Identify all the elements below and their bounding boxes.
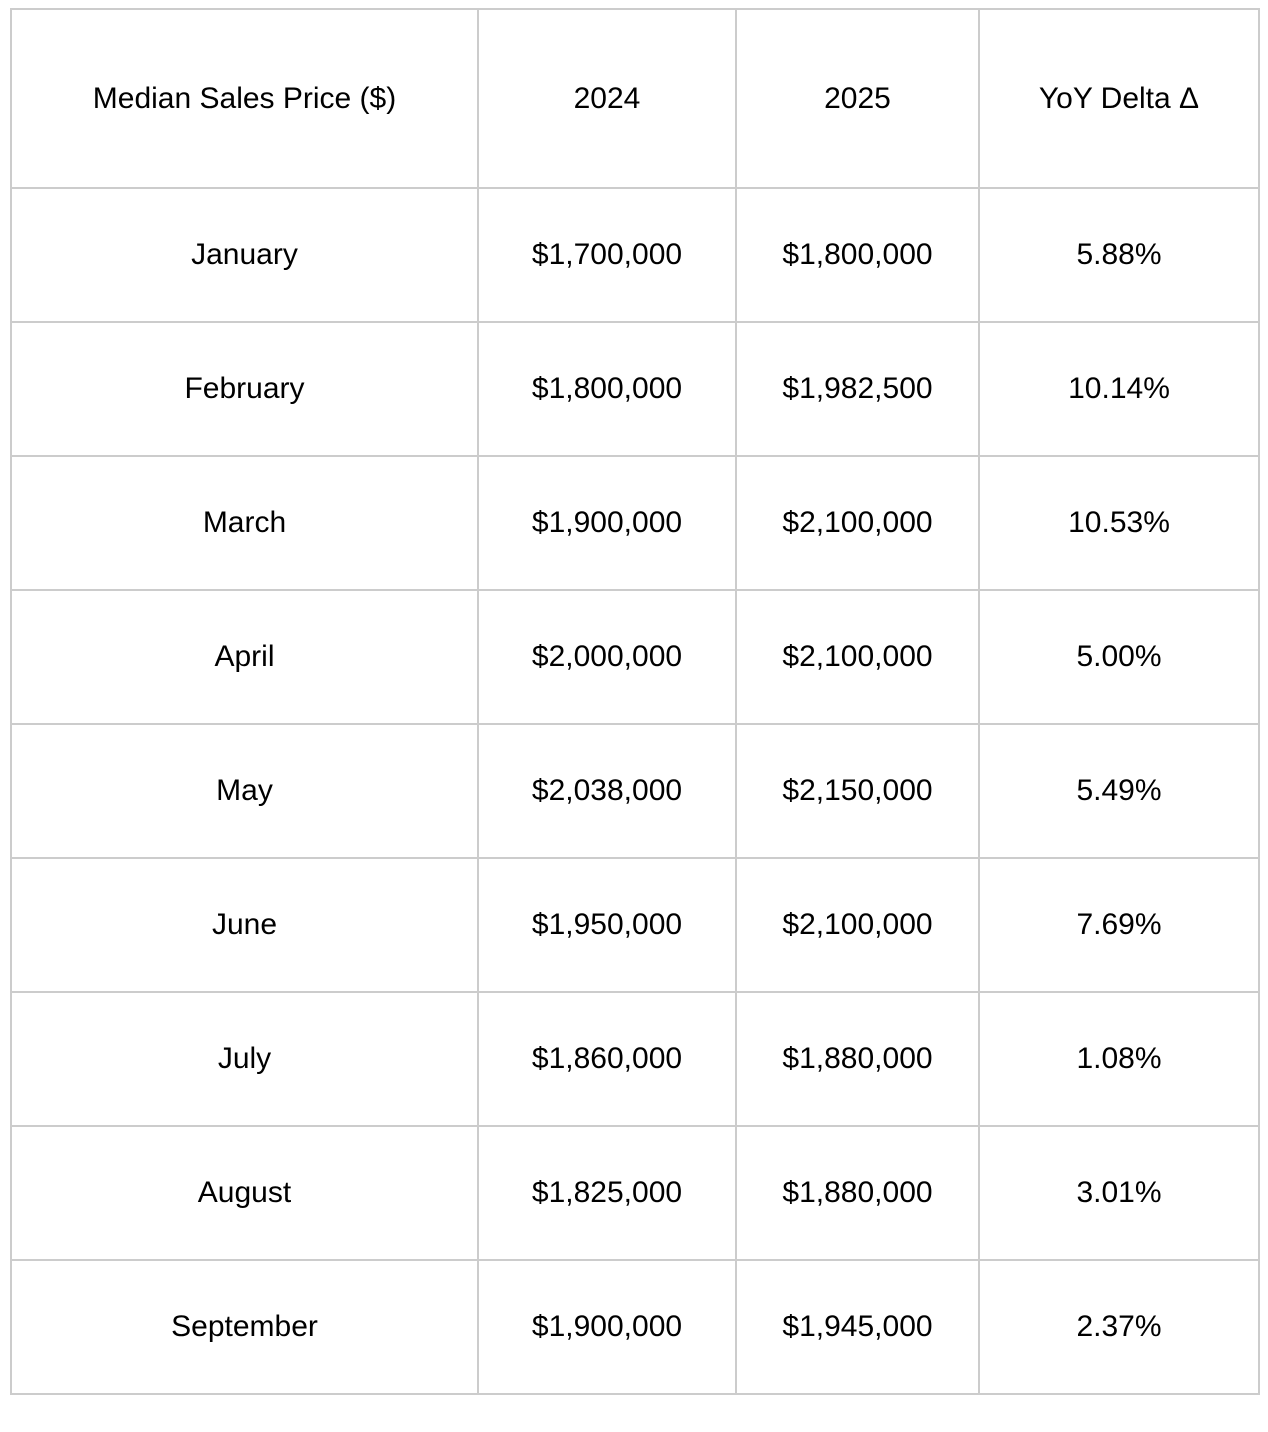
month-cell: January [10, 187, 479, 323]
delta-cell: 5.00% [978, 589, 1260, 725]
month-cell: September [10, 1259, 479, 1395]
table-row-may: May $2,038,000 $2,150,000 5.49% [10, 723, 1260, 859]
value-2025-cell: $1,880,000 [735, 991, 980, 1127]
month-cell: May [10, 723, 479, 859]
month-cell: July [10, 991, 479, 1127]
delta-cell: 1.08% [978, 991, 1260, 1127]
table-container: Median Sales Price ($) 2024 2025 YoY Del… [10, 8, 1260, 1395]
value-2025-cell: $2,100,000 [735, 589, 980, 725]
header-year-2025: 2025 [735, 8, 980, 189]
value-2024-cell: $2,038,000 [477, 723, 737, 859]
month-cell: April [10, 589, 479, 725]
value-2025-cell: $1,800,000 [735, 187, 980, 323]
median-sales-price-table: Median Sales Price ($) 2024 2025 YoY Del… [10, 8, 1260, 1395]
month-cell: February [10, 321, 479, 457]
delta-cell: 3.01% [978, 1125, 1260, 1261]
month-cell: March [10, 455, 479, 591]
value-2024-cell: $1,700,000 [477, 187, 737, 323]
header-yoy-delta: YoY Delta Δ [978, 8, 1260, 189]
table-row-june: June $1,950,000 $2,100,000 7.69% [10, 857, 1260, 993]
header-row: Median Sales Price ($) 2024 2025 YoY Del… [10, 8, 1260, 189]
month-cell: August [10, 1125, 479, 1261]
table-row-april: April $2,000,000 $2,100,000 5.00% [10, 589, 1260, 725]
delta-cell: 10.14% [978, 321, 1260, 457]
table-row-january: January $1,700,000 $1,800,000 5.88% [10, 187, 1260, 323]
table-row-september: September $1,900,000 $1,945,000 2.37% [10, 1259, 1260, 1395]
delta-cell: 7.69% [978, 857, 1260, 993]
delta-cell: 5.88% [978, 187, 1260, 323]
table-row-february: February $1,800,000 $1,982,500 10.14% [10, 321, 1260, 457]
value-2024-cell: $1,900,000 [477, 455, 737, 591]
value-2025-cell: $1,945,000 [735, 1259, 980, 1395]
delta-cell: 5.49% [978, 723, 1260, 859]
header-year-2024: 2024 [477, 8, 737, 189]
delta-cell: 2.37% [978, 1259, 1260, 1395]
value-2024-cell: $1,860,000 [477, 991, 737, 1127]
value-2024-cell: $1,825,000 [477, 1125, 737, 1261]
value-2024-cell: $2,000,000 [477, 589, 737, 725]
value-2024-cell: $1,950,000 [477, 857, 737, 993]
table-row-august: August $1,825,000 $1,880,000 3.01% [10, 1125, 1260, 1261]
month-cell: June [10, 857, 479, 993]
header-metric-label: Median Sales Price ($) [10, 8, 479, 189]
value-2025-cell: $1,982,500 [735, 321, 980, 457]
table-row-july: July $1,860,000 $1,880,000 1.08% [10, 991, 1260, 1127]
delta-cell: 10.53% [978, 455, 1260, 591]
value-2025-cell: $2,100,000 [735, 455, 980, 591]
value-2025-cell: $1,880,000 [735, 1125, 980, 1261]
value-2025-cell: $2,100,000 [735, 857, 980, 993]
value-2024-cell: $1,800,000 [477, 321, 737, 457]
value-2025-cell: $2,150,000 [735, 723, 980, 859]
value-2024-cell: $1,900,000 [477, 1259, 737, 1395]
table-row-march: March $1,900,000 $2,100,000 10.53% [10, 455, 1260, 591]
